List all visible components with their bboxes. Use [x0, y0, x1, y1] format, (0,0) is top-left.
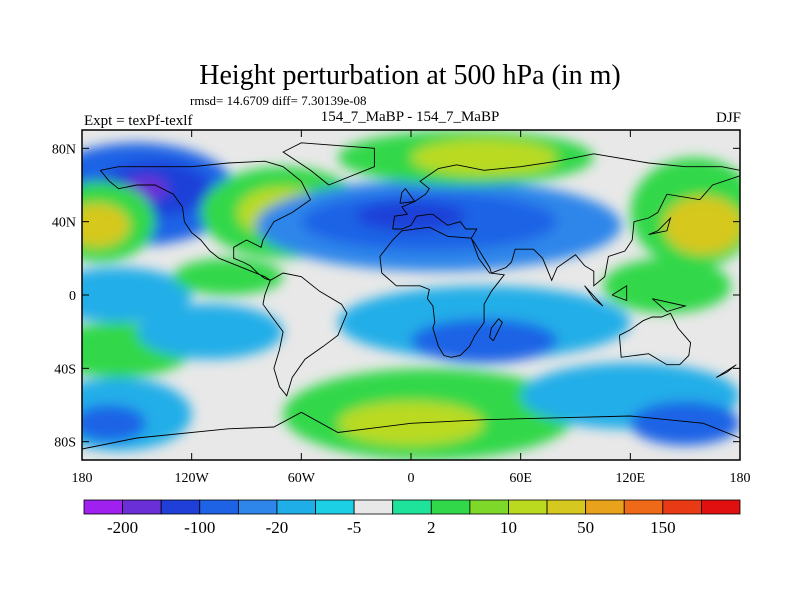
coastline — [618, 312, 692, 366]
coastline — [392, 153, 740, 287]
x-tick-label: 60E — [509, 471, 532, 486]
colorbar-swatch — [430, 499, 471, 515]
coastline — [715, 364, 737, 378]
contour-region — [356, 201, 466, 231]
colorbar-swatch — [469, 499, 509, 515]
contour-region — [136, 304, 284, 360]
coastline — [584, 285, 604, 307]
coastline — [648, 216, 672, 235]
y-tick-label: 80S — [54, 436, 76, 451]
colorbar-swatch — [623, 499, 664, 515]
colorbar-swatch — [701, 499, 741, 515]
colorbar-label: -100 — [184, 518, 215, 537]
colorbar-label: -20 — [266, 518, 289, 537]
contour-region — [663, 196, 740, 255]
x-tick-label: 120W — [175, 471, 210, 486]
colorbar-label: 150 — [650, 518, 676, 537]
x-tick-label: 120E — [616, 471, 646, 486]
coastline — [611, 284, 628, 302]
experiment-label: Expt = texPf-texlf — [84, 113, 192, 129]
coastline — [399, 188, 416, 204]
coastline — [652, 298, 687, 313]
colorbar-swatch — [508, 499, 548, 515]
x-tick-label: 0 — [408, 471, 415, 486]
colorbar-swatch — [237, 499, 278, 515]
stats-label: rmsd= 14.6709 diff= 7.30139e-08 — [190, 93, 367, 108]
colorbar-label: 2 — [427, 518, 436, 537]
case-label: 154_7_MaBP - 154_7_MaBP — [321, 109, 500, 125]
colorbar-label: -5 — [347, 518, 361, 537]
coastline — [262, 272, 348, 397]
colorbar-label: -200 — [107, 518, 138, 537]
coastline — [489, 318, 503, 342]
coastlines — [82, 142, 740, 460]
colorbar-swatch — [160, 499, 201, 515]
map-area — [82, 130, 740, 460]
season-label: DJF — [716, 110, 741, 126]
contour-region — [630, 401, 740, 446]
y-tick-label: 80N — [52, 142, 76, 157]
contour-region — [82, 203, 130, 248]
y-tick-label: 40S — [54, 362, 76, 377]
x-tick-label: 60W — [288, 471, 316, 486]
contour-region — [82, 267, 192, 323]
colorbar-swatch — [353, 499, 394, 515]
contour-region — [602, 258, 731, 314]
colorbar-swatch — [546, 499, 587, 515]
colorbar-swatch — [662, 499, 702, 515]
colorbar-swatch — [276, 499, 316, 515]
coastline — [99, 160, 312, 281]
colorbar-swatch — [392, 499, 432, 515]
y-tick-label: 40N — [52, 216, 76, 231]
y-axis: 80N 40N 0 40S 80S — [52, 142, 740, 451]
colorbar-swatch — [199, 499, 239, 515]
x-tick-label: 180 — [72, 471, 93, 486]
colorbar-label: 10 — [500, 518, 517, 537]
colorbar: -200 -100 -20 -5 2 10 50 150 — [83, 499, 741, 537]
field-contours — [82, 130, 740, 460]
chart-title: Height perturbation at 500 hPa (in m) — [199, 60, 620, 91]
contour-region — [82, 405, 146, 442]
coastline — [82, 411, 740, 460]
x-axis: 180 120W 60W 0 60E 120E 180 — [72, 130, 751, 486]
coastline — [379, 226, 506, 358]
x-tick-label: 180 — [730, 471, 751, 486]
colorbar-label: 50 — [577, 518, 594, 537]
colorbar-swatch — [122, 499, 162, 515]
contour-region — [411, 318, 558, 363]
colorbar-swatch — [83, 499, 123, 515]
contour-region — [173, 258, 284, 295]
colorbar-swatch — [585, 499, 625, 515]
coastline — [282, 142, 375, 186]
y-tick-label: 0 — [69, 289, 76, 304]
colorbar-swatch — [315, 499, 355, 515]
